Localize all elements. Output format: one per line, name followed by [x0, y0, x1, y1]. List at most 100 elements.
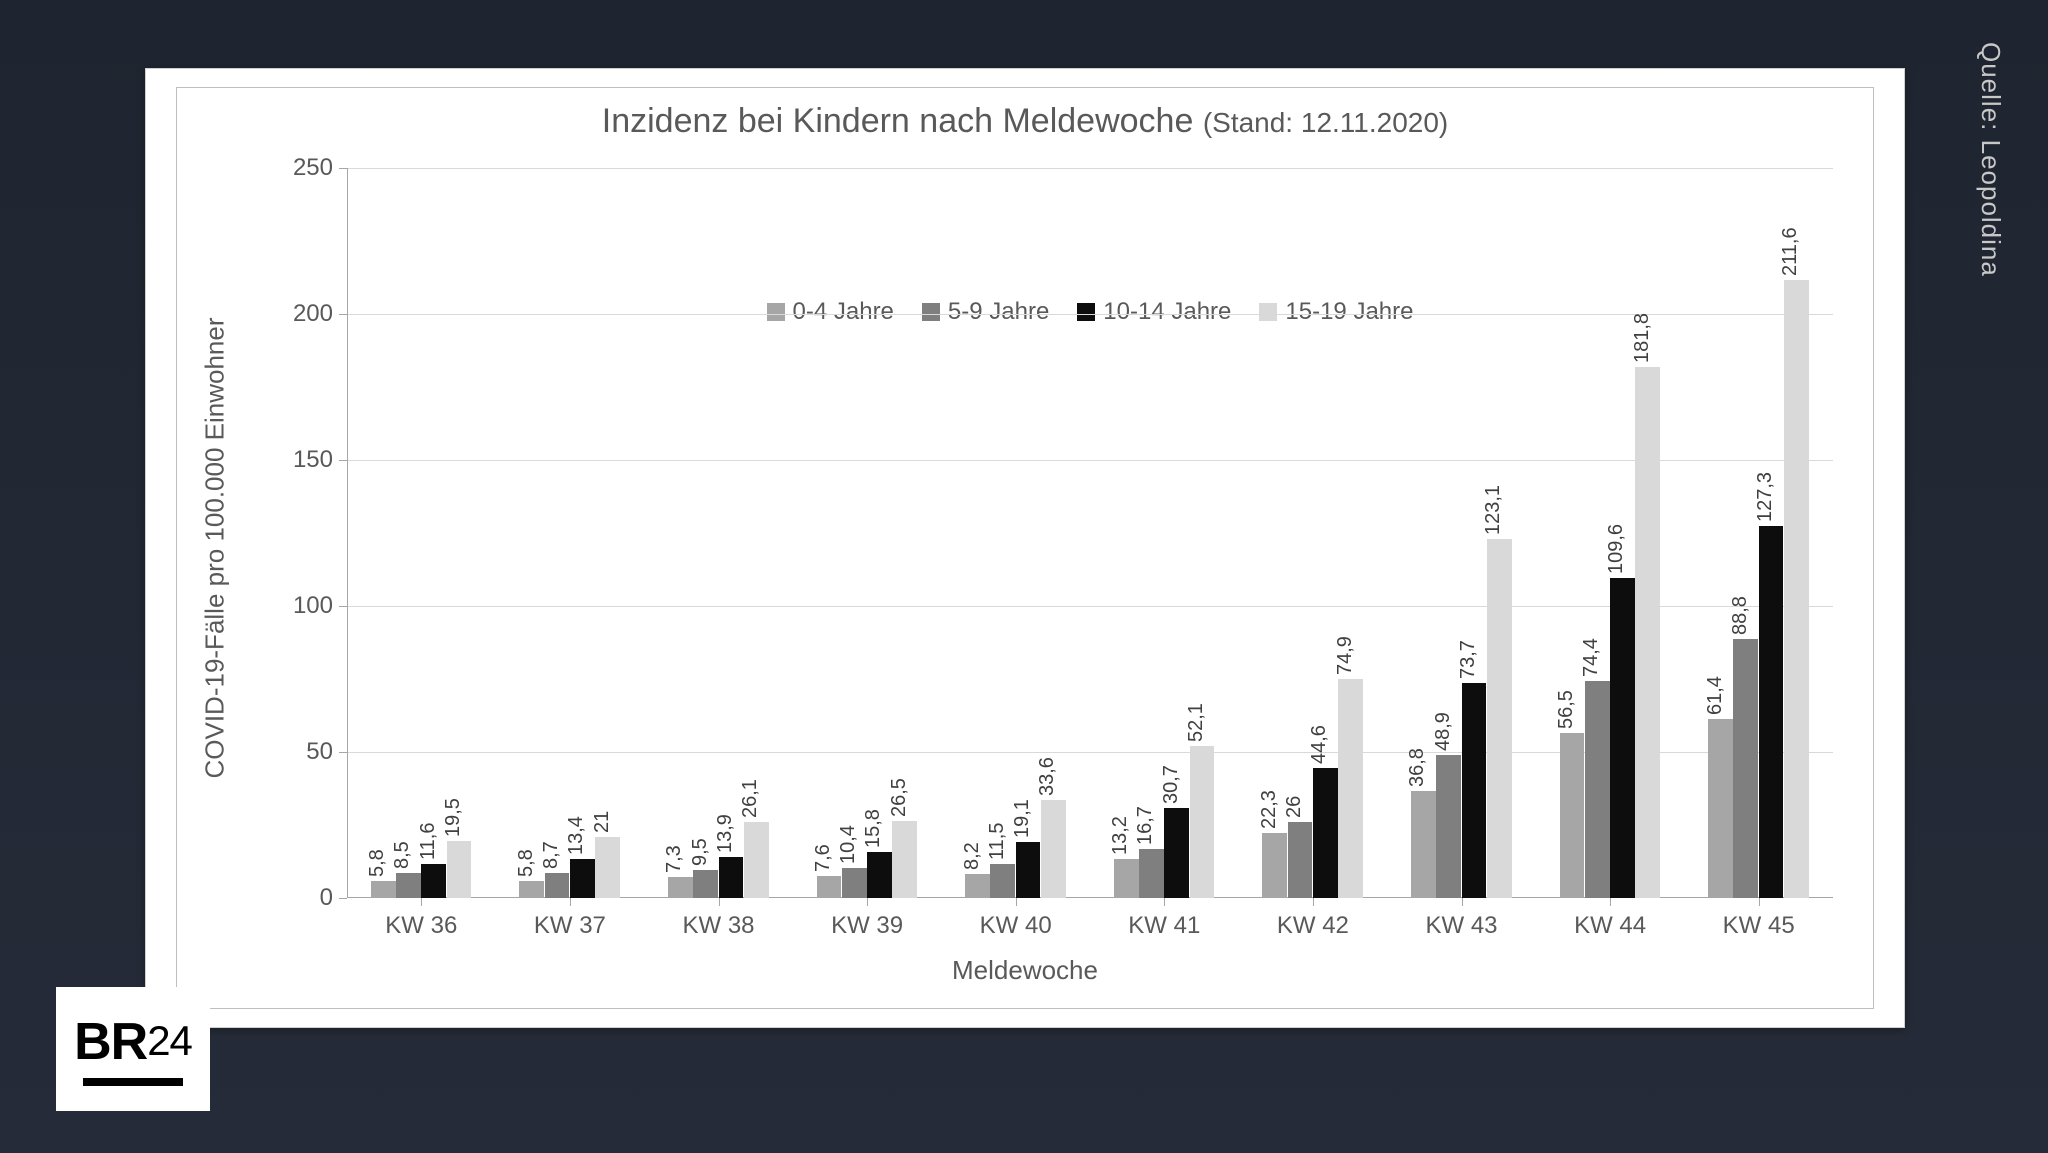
y-axis-label: COVID-19-Fälle pro 100.000 Einwohner [200, 317, 231, 778]
bar: 15,8 [867, 852, 892, 898]
bar: 13,2 [1114, 859, 1139, 898]
legend-swatch [767, 303, 785, 321]
legend-swatch [1077, 303, 1095, 321]
bar: 61,4 [1708, 719, 1733, 898]
bar: 11,6 [421, 864, 446, 898]
bar-value-label: 211,6 [1779, 228, 1802, 277]
bar-value-label: 26,5 [888, 778, 911, 817]
y-tick: 100 [293, 592, 347, 620]
bar: 5,8 [519, 881, 544, 898]
bar: 19,5 [447, 841, 472, 898]
logo-main: BR [74, 1013, 147, 1071]
legend-label: 0-4 Jahre [793, 298, 894, 326]
bar-value-label: 11,6 [417, 823, 440, 860]
bar: 26,1 [744, 822, 769, 898]
bar: 48,9 [1436, 755, 1461, 898]
bar-value-label: 61,4 [1704, 676, 1727, 715]
bar-value-label: 22,3 [1258, 790, 1281, 829]
bar: 7,6 [817, 876, 842, 898]
bar: 74,4 [1585, 681, 1610, 898]
x-tick: KW 37 [534, 898, 606, 940]
bar-value-label: 73,7 [1457, 640, 1480, 679]
x-tick: KW 38 [682, 898, 754, 940]
chart-inner-border: Inzidenz bei Kindern nach Meldewoche (St… [176, 87, 1874, 1009]
y-tick: 250 [293, 154, 347, 182]
x-axis-label: Meldewoche [177, 955, 1873, 986]
bar-value-label: 26,1 [739, 779, 762, 818]
logo-text: BR24 [74, 1012, 192, 1072]
bar: 44,6 [1313, 768, 1338, 898]
bar: 26,5 [892, 821, 917, 898]
legend-item: 15-19 Jahre [1259, 298, 1413, 326]
bar: 8,5 [396, 873, 421, 898]
bar-value-label: 21 [591, 810, 614, 832]
bar: 109,6 [1610, 578, 1635, 898]
bar-value-label: 74,4 [1580, 638, 1603, 677]
logo-num: 24 [147, 1017, 192, 1064]
y-tick: 50 [306, 738, 347, 766]
bar-value-label: 13,2 [1109, 817, 1132, 856]
logo-underline [83, 1078, 183, 1086]
source-credit: Quelle: Leopoldina [1975, 42, 2006, 277]
bar-value-label: 7,6 [812, 844, 835, 872]
bar-value-label: 19,1 [1011, 799, 1034, 838]
bar: 10,4 [842, 868, 867, 898]
legend-item: 10-14 Jahre [1077, 298, 1231, 326]
bar-value-label: 16,7 [1134, 806, 1157, 845]
bar-value-label: 123,1 [1482, 485, 1505, 535]
bar-value-label: 5,8 [515, 849, 538, 877]
bar: 5,8 [371, 881, 396, 898]
bar: 7,3 [668, 877, 693, 898]
bar-value-label: 36,8 [1406, 748, 1429, 787]
legend-item: 5-9 Jahre [922, 298, 1049, 326]
bar-value-label: 5,8 [366, 849, 389, 877]
y-tick: 0 [320, 884, 347, 912]
bar-value-label: 13,4 [565, 816, 588, 855]
bar-value-label: 9,5 [689, 838, 712, 866]
chart-title: Inzidenz bei Kindern nach Meldewoche (St… [177, 102, 1873, 141]
bar-value-label: 15,8 [862, 809, 885, 848]
bar-value-label: 8,2 [961, 842, 984, 870]
legend-swatch [1259, 303, 1277, 321]
bar-value-label: 74,9 [1334, 636, 1357, 675]
bar: 123,1 [1487, 539, 1512, 898]
bar: 30,7 [1164, 808, 1189, 898]
bar-value-label: 56,5 [1555, 690, 1578, 729]
bar-value-label: 8,7 [540, 841, 563, 869]
plot-area: 0-4 Jahre 5-9 Jahre 10-14 Jahre 15-19 Jahre… [347, 168, 1833, 898]
x-tick: KW 43 [1425, 898, 1497, 940]
bar: 9,5 [693, 870, 718, 898]
x-tick: KW 41 [1128, 898, 1200, 940]
x-tick: KW 44 [1574, 898, 1646, 940]
bar-value-label: 52,1 [1185, 703, 1208, 742]
bar-value-label: 30,7 [1160, 765, 1183, 804]
bar-value-label: 127,3 [1754, 472, 1777, 522]
bar: 26 [1288, 822, 1313, 898]
bar: 13,9 [719, 857, 744, 898]
x-tick: KW 42 [1277, 898, 1349, 940]
y-tick: 200 [293, 300, 347, 328]
legend-item: 0-4 Jahre [767, 298, 894, 326]
legend-label: 5-9 Jahre [948, 298, 1049, 326]
bar-value-label: 33,6 [1036, 757, 1059, 796]
legend-swatch [922, 303, 940, 321]
bar: 73,7 [1462, 683, 1487, 898]
bar-value-label: 181,8 [1631, 313, 1654, 363]
y-axis [347, 168, 348, 898]
bar: 19,1 [1016, 842, 1041, 898]
bar-value-label: 7,3 [663, 845, 686, 873]
x-tick: KW 45 [1723, 898, 1795, 940]
chart-card: Inzidenz bei Kindern nach Meldewoche (St… [145, 68, 1905, 1028]
bar: 22,3 [1262, 833, 1287, 898]
bar: 127,3 [1759, 526, 1784, 898]
bar-value-label: 48,9 [1432, 712, 1455, 751]
bar: 181,8 [1635, 367, 1660, 898]
chart-title-main: Inzidenz bei Kindern nach Meldewoche [602, 102, 1194, 140]
x-tick: KW 39 [831, 898, 903, 940]
bar-value-label: 88,8 [1729, 596, 1752, 635]
bar: 56,5 [1560, 733, 1585, 898]
bar: 8,7 [545, 873, 570, 898]
bar-value-label: 109,6 [1605, 524, 1628, 574]
bar-value-label: 26 [1283, 796, 1306, 818]
legend-label: 10-14 Jahre [1103, 298, 1231, 326]
